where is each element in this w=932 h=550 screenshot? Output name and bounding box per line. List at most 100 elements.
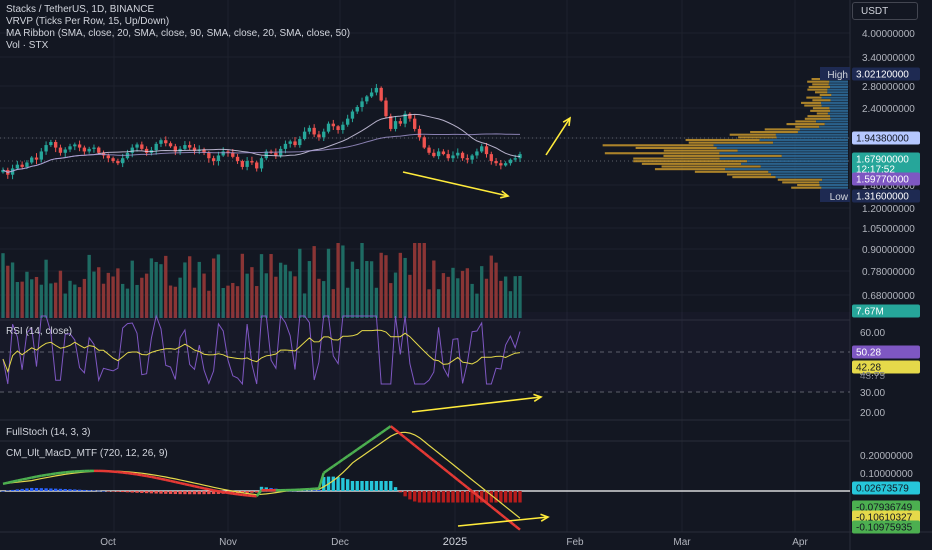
volume-bar [240, 253, 245, 318]
volume-bar [460, 270, 465, 318]
macd-hist-bar [355, 481, 359, 491]
candle-body [503, 163, 508, 166]
macd-line-segment [385, 425, 392, 431]
macd-line-segment [317, 472, 325, 489]
macd-line-segment [509, 521, 516, 527]
ma-ribbon-legend[interactable]: MA Ribbon (SMA, close, 20, SMA, close, 9… [6, 28, 351, 39]
macd-hist-bar [322, 477, 326, 491]
current-price-label-bg [852, 152, 920, 166]
candle-body [106, 155, 110, 159]
macd-line-segment [500, 513, 507, 520]
macd-hist-bar [202, 491, 206, 495]
vp-up-bar [808, 85, 831, 89]
vp-up-bar [726, 173, 772, 176]
volume-bar [58, 270, 63, 318]
macd-line-segment [447, 471, 454, 478]
candle-body [317, 134, 321, 138]
rsi-value-label-bg [852, 345, 920, 359]
macd-arrow-head [540, 513, 550, 522]
macd-line-segment [456, 478, 464, 485]
vp-down-bar [829, 107, 848, 110]
volume-value-label-bg [852, 304, 920, 318]
vp-down-bar [821, 104, 848, 107]
candle-body [173, 146, 178, 152]
macd-hist-bar [164, 491, 168, 494]
annotations [402, 116, 572, 527]
currency-selector[interactable]: USDT [852, 2, 918, 20]
volume-bar [422, 243, 426, 318]
candle-body [508, 159, 513, 164]
macd-hist-bar [369, 481, 374, 491]
volume-bar [154, 261, 158, 318]
candle-body [307, 127, 312, 132]
candle-body [245, 161, 249, 167]
macd-line-segment [160, 477, 167, 482]
countdown-label: 12:17:52 [856, 165, 895, 176]
volume-bar [245, 273, 249, 318]
macd-line-segment [452, 475, 459, 481]
macd-line-segment [490, 505, 497, 512]
volume-bar [283, 264, 288, 318]
macd-line-segment [413, 444, 421, 451]
macd-line-segment [433, 459, 440, 466]
candle-body [480, 146, 484, 152]
macd-legend[interactable]: CM_Ult_MacD_MTF (720, 12, 26, 9) [6, 448, 168, 459]
candle-body [1, 169, 5, 173]
candle-body [10, 168, 15, 175]
candle-body [135, 144, 139, 148]
macd-alt-value-label: -0.10975935 [856, 523, 913, 534]
time-axis: Oct Nov Dec 2025 Feb Mar Apr [100, 536, 808, 548]
volume-bar [302, 293, 307, 318]
macd-hist-bar [6, 490, 10, 491]
rsi-legend[interactable]: RSI (14, close) [6, 326, 73, 337]
macd-hist-bar [188, 491, 192, 495]
macd-hist-bar [130, 491, 134, 493]
candle-body [226, 151, 230, 153]
volume-bar [484, 278, 489, 318]
rsi-line [2, 314, 521, 386]
macd-hist-bar [154, 491, 158, 494]
macd-hist-bar [255, 491, 259, 493]
volume-legend[interactable]: Vol · STX [6, 40, 49, 51]
volume-bar [92, 271, 96, 318]
breakout-arrow-head [562, 116, 572, 127]
macd-line-segment [418, 448, 426, 455]
macd-hist-bar [97, 490, 101, 492]
macd-line-segment [26, 476, 32, 480]
macd-hist-bar [231, 491, 235, 494]
chart-title[interactable]: Stacks / TetherUS, 1D, BINANCE [6, 4, 155, 15]
candle-body [92, 147, 96, 149]
volume-bar [384, 255, 388, 318]
vp-down-bar [827, 112, 848, 115]
macd-hist-bar [245, 491, 249, 493]
macd-hist-value-label-bg [852, 481, 920, 495]
breakout-arrow [545, 117, 571, 156]
volume-bar [475, 293, 479, 318]
candle-body [441, 151, 446, 155]
macd-line-segment [437, 463, 445, 470]
macd-hist-bar [106, 491, 110, 492]
vp-up-bar [641, 162, 742, 165]
macd-hist-bar [489, 491, 493, 503]
volume-bar [379, 252, 383, 318]
price-divergence-arrow-head [500, 190, 510, 199]
price-tick-label: 0.78000000 [862, 267, 915, 278]
macd-line-segment [203, 487, 210, 491]
volume-bar [470, 283, 474, 318]
volume-bar [360, 243, 364, 318]
macd-hist-bar [360, 481, 364, 491]
candle-body [68, 146, 72, 150]
vp-down-bar [799, 128, 848, 131]
macd-hist-bar [379, 481, 383, 491]
vp-up-bar [806, 96, 822, 99]
countdown-label-bg [852, 162, 920, 176]
volume-bar [436, 289, 441, 318]
candle-body [489, 154, 493, 162]
vp-down-bar [759, 138, 848, 142]
rsi-ma-partial-label: 43.75 [860, 371, 885, 382]
vrvp-legend[interactable]: VRVP (Ticks Per Row, 15, Up/Down) [6, 16, 170, 27]
candle-body [121, 158, 125, 164]
macd-line-segment [127, 471, 133, 475]
volume-bar [173, 286, 178, 318]
fullstoch-legend[interactable]: FullStoch (14, 3, 3) [6, 427, 91, 438]
